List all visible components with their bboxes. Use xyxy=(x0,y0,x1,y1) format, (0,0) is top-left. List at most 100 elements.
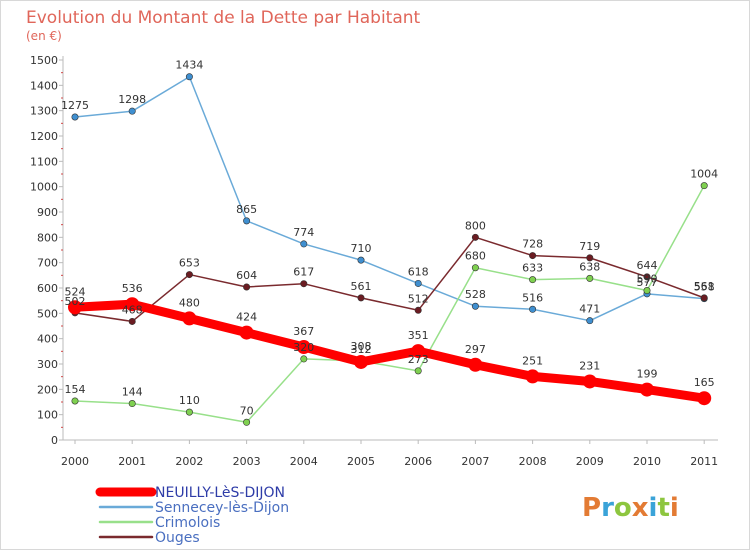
data-point xyxy=(697,391,712,406)
data-point xyxy=(471,302,479,310)
data-point xyxy=(128,107,136,115)
data-point xyxy=(414,367,422,375)
data-label: 199 xyxy=(637,368,658,381)
data-point xyxy=(68,300,82,315)
x-tick-label: 2009 xyxy=(576,455,604,468)
series-line xyxy=(74,75,705,322)
data-point xyxy=(700,294,708,302)
logo-letter: P xyxy=(582,493,601,523)
y-tick-label: 500 xyxy=(37,307,58,320)
data-label: 512 xyxy=(408,292,429,305)
data-point xyxy=(300,280,308,288)
data-label: 617 xyxy=(293,266,314,279)
x-tick-label: 2001 xyxy=(118,455,146,468)
data-point xyxy=(529,305,537,313)
legend: NEUILLY-LèS-DIJONSennecey-lès-DijonCrimo… xyxy=(95,485,289,546)
data-label: 312 xyxy=(351,343,372,356)
data-label: 251 xyxy=(522,354,543,367)
x-tick-label: 2007 xyxy=(461,455,489,468)
x-tick-label: 2004 xyxy=(290,455,318,468)
logo-letter: i xyxy=(670,493,679,523)
data-label: 231 xyxy=(579,359,600,372)
y-tick-label: 800 xyxy=(37,231,58,244)
y-tick-label: 400 xyxy=(37,333,58,346)
data-point xyxy=(354,354,368,369)
data-label: 480 xyxy=(179,296,200,309)
data-label: 528 xyxy=(465,288,486,301)
data-point xyxy=(300,355,308,363)
data-label: 524 xyxy=(65,285,86,298)
data-point xyxy=(300,240,308,248)
y-tick-label: 600 xyxy=(37,282,58,295)
y-tick-label: 1300 xyxy=(30,105,58,118)
x-tick-label: 2003 xyxy=(233,455,261,468)
data-label: 680 xyxy=(465,250,486,263)
data-point xyxy=(586,317,594,325)
data-point xyxy=(239,325,254,340)
series-line xyxy=(74,236,705,323)
data-label: 471 xyxy=(579,303,600,316)
data-label: 604 xyxy=(236,269,257,282)
data-label: 561 xyxy=(351,280,372,293)
data-point xyxy=(586,254,594,262)
x-tick-label: 2002 xyxy=(175,455,203,468)
x-tick-label: 2008 xyxy=(519,455,547,468)
data-point xyxy=(357,256,365,264)
logo-letter: i xyxy=(649,493,658,523)
data-label: 800 xyxy=(465,219,486,232)
legend-label: Ouges xyxy=(155,530,200,546)
data-label: 1004 xyxy=(690,168,718,181)
data-label: 308 xyxy=(351,340,372,353)
data-label: 719 xyxy=(579,240,600,253)
data-point xyxy=(185,408,193,416)
data-point xyxy=(128,400,136,408)
data-point xyxy=(357,294,365,302)
legend-label: NEUILLY-LèS-DIJON xyxy=(155,485,285,501)
legend-label: Sennecey-lès-Dijon xyxy=(155,500,289,516)
data-labels: 1275 1298 1434 865 774 710 618 528 516 471 577 558 1… xyxy=(61,59,718,418)
data-label: 516 xyxy=(522,291,543,304)
data-point xyxy=(125,297,140,312)
x-tick-label: 2000 xyxy=(61,455,89,468)
data-point xyxy=(700,182,708,190)
data-label: 110 xyxy=(179,394,200,407)
data-point xyxy=(185,271,193,279)
data-point xyxy=(71,397,79,405)
data-label: 774 xyxy=(293,226,314,239)
data-point xyxy=(243,217,251,225)
series-line xyxy=(74,184,705,424)
y-tick-label: 200 xyxy=(37,383,58,396)
data-label: 633 xyxy=(522,262,543,275)
data-point xyxy=(243,283,251,291)
data-point xyxy=(471,264,479,272)
series-layer xyxy=(68,73,712,426)
logo-letter: r xyxy=(601,493,614,523)
y-tick-label: 1400 xyxy=(30,79,58,92)
logo-letter: o xyxy=(614,493,632,523)
data-point xyxy=(414,306,422,314)
data-label: 468 xyxy=(122,303,143,316)
y-tick-label: 900 xyxy=(37,206,58,219)
data-label: 653 xyxy=(179,257,200,270)
data-point xyxy=(529,252,537,260)
data-point xyxy=(411,344,426,359)
data-label: 638 xyxy=(579,260,600,273)
data-point xyxy=(525,369,540,384)
data-label: 144 xyxy=(122,386,143,399)
data-label: 1298 xyxy=(118,93,146,106)
data-point xyxy=(182,311,197,326)
data-label: 561 xyxy=(694,280,715,293)
data-point xyxy=(243,418,251,426)
data-label: 536 xyxy=(122,282,143,295)
data-point xyxy=(586,274,594,282)
data-label: 1434 xyxy=(175,59,203,72)
data-point xyxy=(582,374,597,389)
proxiti-logo: Proxiti xyxy=(582,493,679,523)
x-tick-label: 2010 xyxy=(633,455,661,468)
data-label: 558 xyxy=(694,281,715,294)
data-point xyxy=(71,113,79,121)
data-label: 502 xyxy=(65,295,86,308)
y-tick-label: 1000 xyxy=(30,181,58,194)
